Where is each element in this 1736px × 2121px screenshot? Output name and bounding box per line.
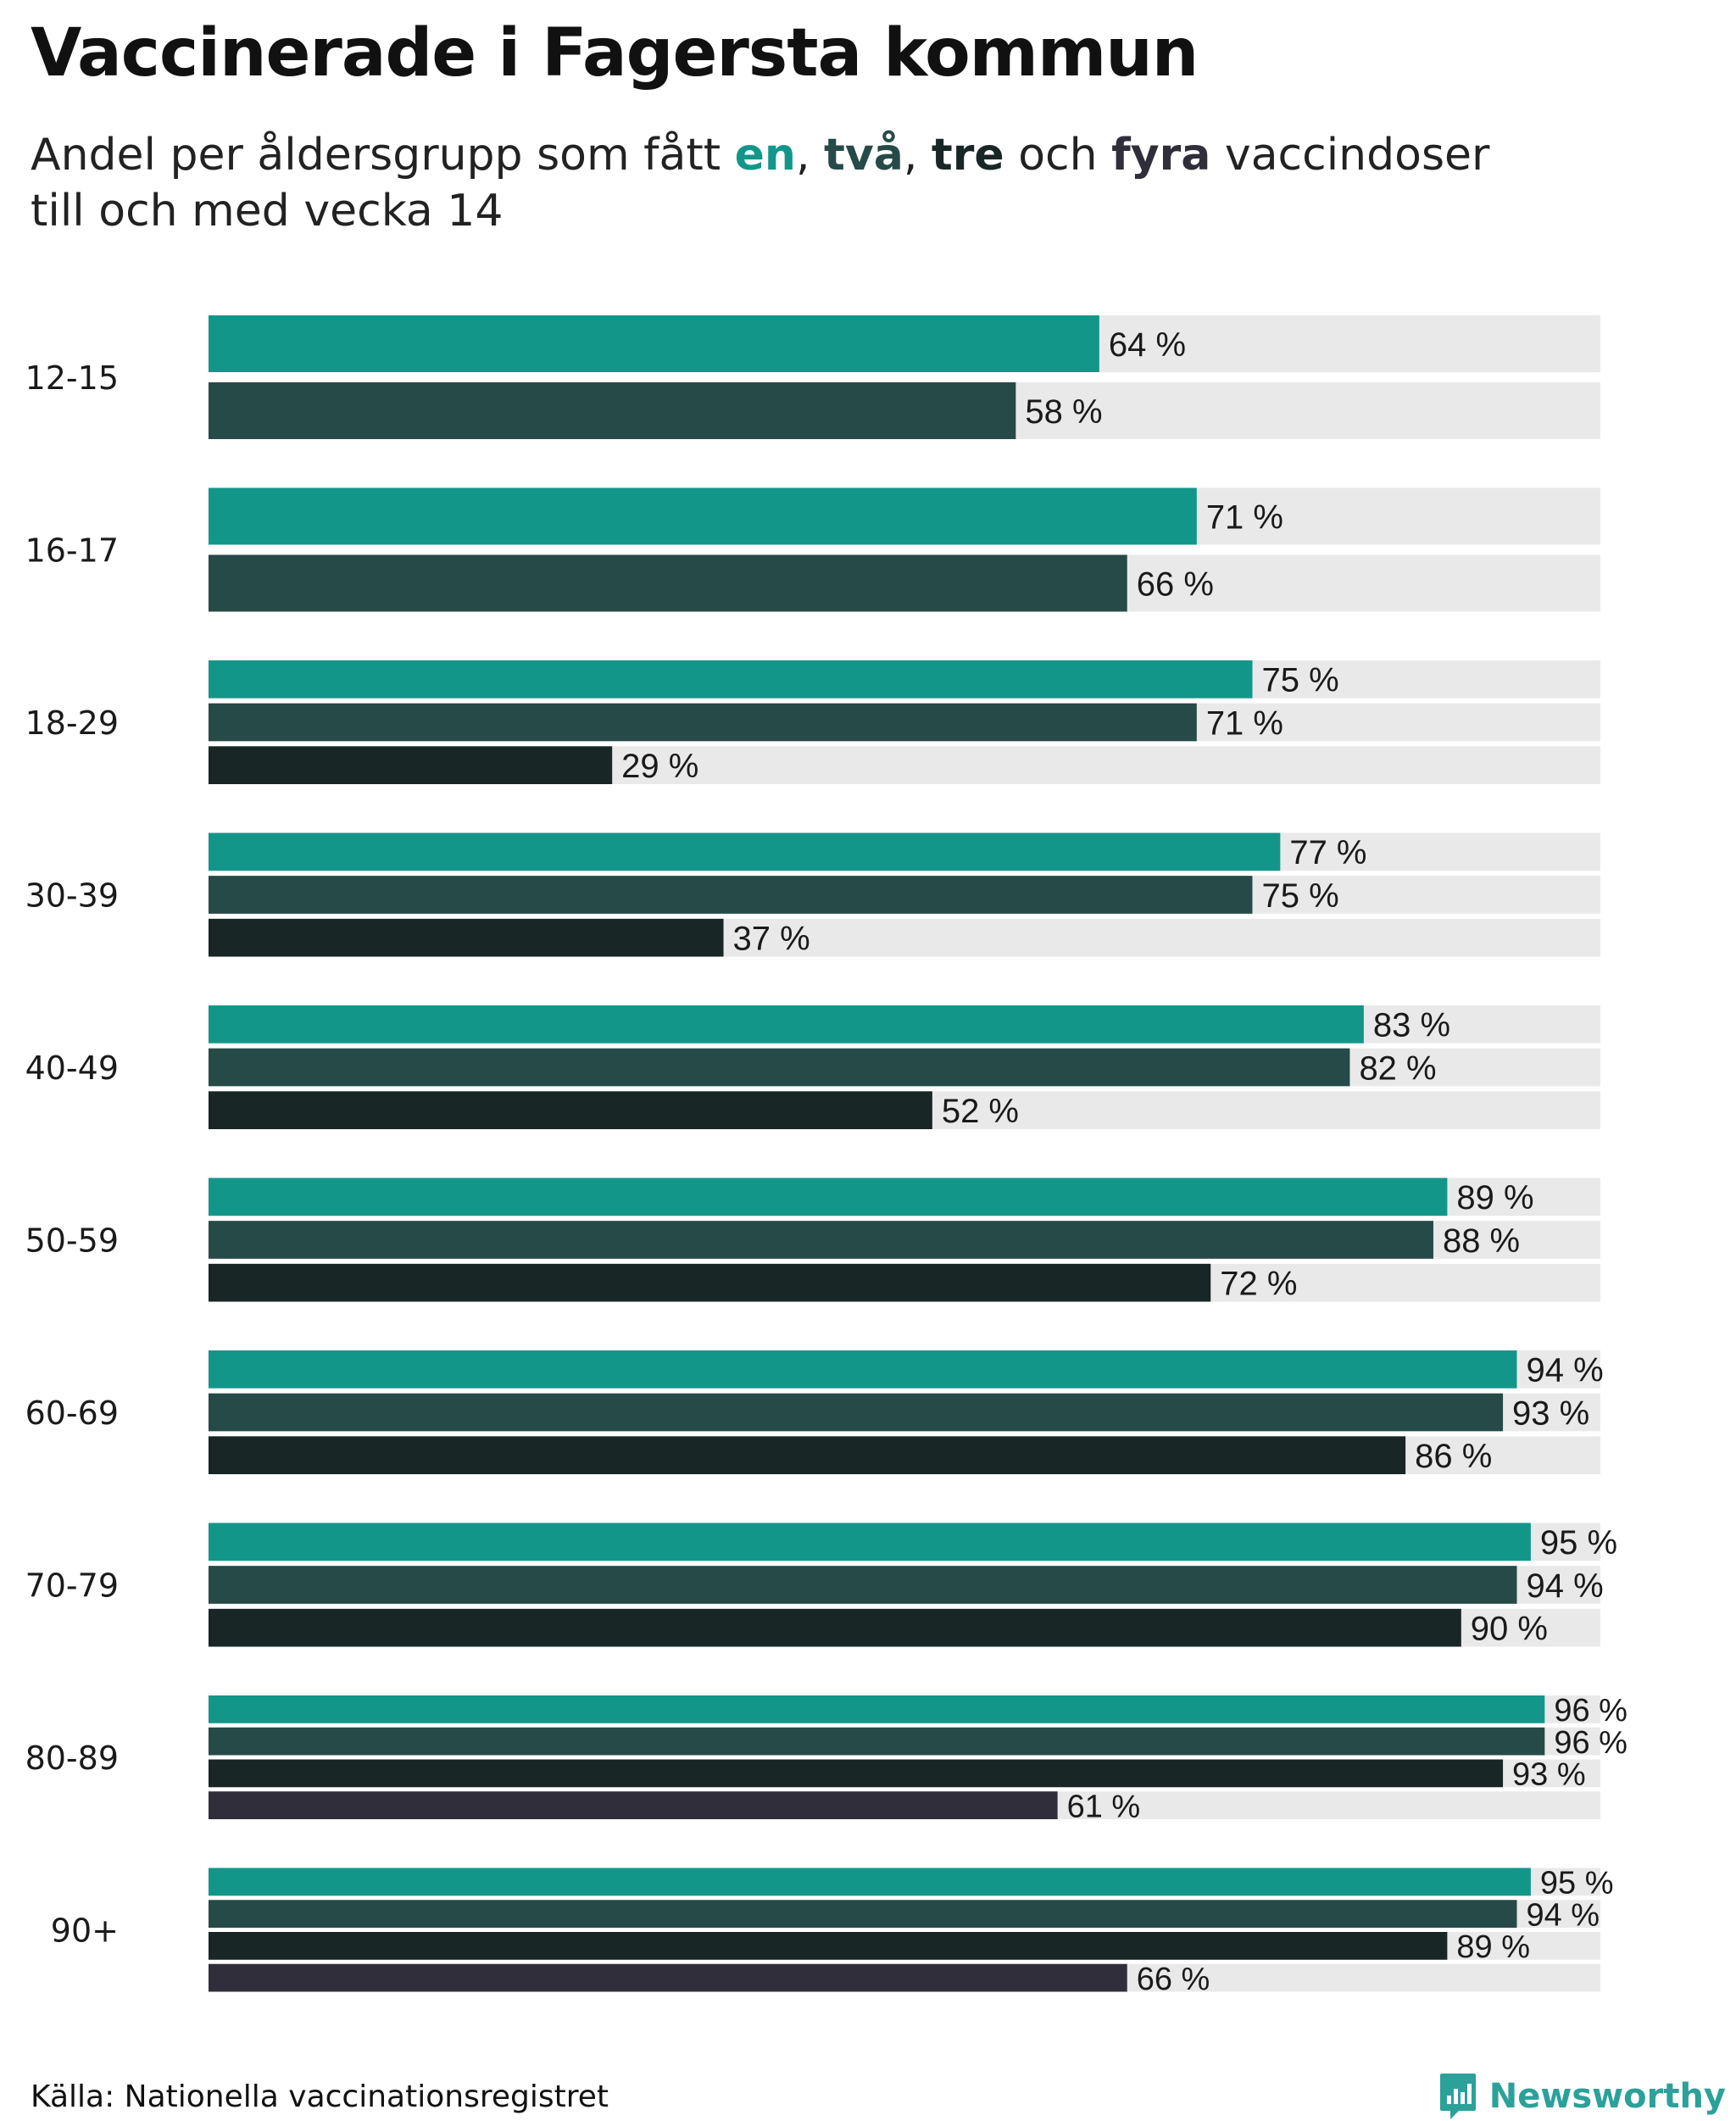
subtitle-text: och	[1004, 130, 1112, 181]
legend-en: en	[734, 130, 796, 181]
bar-två	[209, 1048, 1350, 1087]
bar-en	[209, 1868, 1531, 1896]
data-label: 37 %	[733, 921, 810, 958]
bar-en	[209, 487, 1197, 545]
bar-tre	[209, 1759, 1504, 1788]
bar-tre	[209, 1263, 1211, 1302]
bar-en	[209, 832, 1281, 871]
data-label: 77 %	[1289, 834, 1366, 871]
category-label: 16-17	[25, 532, 119, 570]
data-label: 82 %	[1359, 1049, 1436, 1087]
data-label: 66 %	[1137, 1962, 1210, 1997]
bar-en	[209, 660, 1253, 699]
subtitle-text: Andel per åldersgrupp som fått	[31, 130, 735, 181]
data-label: 83 %	[1373, 1007, 1450, 1044]
data-label: 75 %	[1262, 662, 1339, 699]
bar-två	[209, 1393, 1504, 1432]
legend-fyra: fyra	[1111, 130, 1211, 181]
data-label: 72 %	[1220, 1266, 1297, 1303]
data-label: 90 %	[1471, 1611, 1548, 1648]
chart-subtitle: Andel per åldersgrupp som fått en, två, …	[31, 127, 1641, 239]
bar-två	[209, 554, 1127, 612]
bar-tre	[209, 1436, 1406, 1474]
data-label: 64 %	[1109, 326, 1186, 364]
data-label: 89 %	[1456, 1929, 1530, 1965]
data-label: 94 %	[1526, 1567, 1603, 1605]
data-label: 95 %	[1540, 1866, 1614, 1901]
category-label: 90+	[51, 1912, 119, 1950]
bar-två	[209, 876, 1253, 914]
data-label: 93 %	[1512, 1757, 1586, 1793]
bar-en	[209, 1695, 1545, 1723]
category-label: 40-49	[25, 1049, 119, 1087]
legend-tva: två	[824, 130, 904, 181]
bar-två	[209, 382, 1016, 439]
data-label: 61 %	[1067, 1789, 1141, 1824]
category-label: 12-15	[25, 359, 119, 397]
data-label: 66 %	[1137, 565, 1214, 603]
bar-två	[209, 703, 1197, 742]
bar-en	[209, 1523, 1531, 1562]
data-label: 29 %	[621, 748, 698, 785]
bar-två	[209, 1566, 1517, 1604]
subtitle-line2: till och med vecka 14	[31, 186, 504, 237]
bar-fyra	[209, 1963, 1127, 1992]
category-label: 18-29	[25, 704, 119, 742]
chart-title: Vaccinerade i Fagersta kommun	[31, 15, 1199, 92]
data-label: 94 %	[1526, 1897, 1600, 1933]
data-label: 58 %	[1025, 393, 1102, 431]
bar-tre	[209, 1932, 1448, 1960]
bar-tre	[209, 746, 613, 784]
bar-två	[209, 1727, 1545, 1756]
category-label: 70-79	[25, 1567, 119, 1605]
data-label: 75 %	[1262, 877, 1339, 915]
data-label: 96 %	[1554, 1693, 1628, 1729]
data-label: 94 %	[1526, 1352, 1603, 1389]
data-label: 96 %	[1554, 1725, 1628, 1761]
brand: Newsworthy	[1438, 2072, 1726, 2121]
data-label: 52 %	[942, 1093, 1019, 1130]
bar-fyra	[209, 1791, 1058, 1819]
data-label: 86 %	[1415, 1438, 1492, 1475]
data-label: 95 %	[1540, 1524, 1617, 1562]
subtitle-sep: ,	[795, 130, 825, 181]
category-label: 30-39	[25, 877, 119, 915]
bar-en	[209, 1177, 1448, 1216]
data-label: 88 %	[1443, 1222, 1520, 1260]
bar-två	[209, 1221, 1433, 1259]
brand-name: Newsworthy	[1488, 2077, 1726, 2116]
category-label: 50-59	[25, 1222, 119, 1260]
data-label: 71 %	[1206, 704, 1283, 742]
bar-tre	[209, 1608, 1461, 1647]
source-note: Källa: Nationella vaccinationsregistret	[31, 2079, 609, 2114]
bar-två	[209, 1900, 1517, 1928]
legend-tre: tre	[931, 130, 1004, 181]
bar-tre	[209, 1091, 932, 1129]
bar-en	[209, 315, 1099, 372]
data-label: 89 %	[1456, 1179, 1533, 1216]
subtitle-text: vaccindoser	[1210, 130, 1490, 181]
bar-en	[209, 1350, 1517, 1389]
data-label: 71 %	[1206, 498, 1283, 536]
data-label: 93 %	[1512, 1395, 1589, 1432]
subtitle-sep: ,	[903, 130, 932, 181]
category-label: 80-89	[25, 1740, 119, 1777]
newsworthy-logo-icon	[1439, 2074, 1476, 2119]
bar-tre	[209, 918, 724, 957]
category-label: 60-69	[25, 1395, 119, 1432]
bar-en	[209, 1005, 1364, 1044]
